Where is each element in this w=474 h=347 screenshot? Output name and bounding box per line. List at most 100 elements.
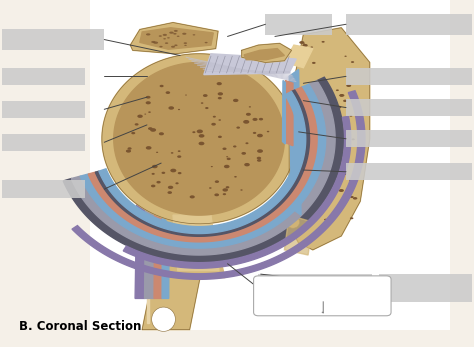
- Ellipse shape: [218, 136, 222, 138]
- Ellipse shape: [178, 109, 180, 110]
- Ellipse shape: [321, 41, 325, 43]
- Ellipse shape: [152, 165, 158, 168]
- Ellipse shape: [170, 169, 176, 172]
- Ellipse shape: [211, 123, 216, 126]
- Ellipse shape: [165, 42, 168, 44]
- Ellipse shape: [336, 117, 339, 119]
- Ellipse shape: [222, 188, 228, 192]
- Ellipse shape: [331, 184, 334, 185]
- Ellipse shape: [286, 216, 300, 228]
- Ellipse shape: [153, 42, 158, 44]
- Ellipse shape: [241, 152, 246, 155]
- Ellipse shape: [217, 82, 222, 85]
- Ellipse shape: [218, 97, 222, 99]
- Polygon shape: [63, 77, 344, 262]
- Ellipse shape: [326, 202, 328, 204]
- Ellipse shape: [257, 159, 261, 162]
- FancyBboxPatch shape: [2, 101, 85, 118]
- Ellipse shape: [246, 142, 248, 144]
- Ellipse shape: [343, 154, 348, 157]
- Ellipse shape: [152, 173, 155, 175]
- Ellipse shape: [298, 152, 303, 155]
- Ellipse shape: [350, 196, 354, 198]
- Ellipse shape: [335, 211, 340, 213]
- Ellipse shape: [342, 172, 347, 175]
- Ellipse shape: [315, 92, 318, 94]
- Ellipse shape: [199, 134, 204, 138]
- Ellipse shape: [325, 133, 330, 136]
- Ellipse shape: [184, 45, 187, 46]
- Polygon shape: [80, 84, 326, 248]
- Ellipse shape: [203, 94, 208, 97]
- Ellipse shape: [128, 147, 132, 150]
- Polygon shape: [166, 215, 225, 278]
- Ellipse shape: [159, 35, 162, 37]
- Ellipse shape: [169, 32, 173, 34]
- Ellipse shape: [222, 147, 227, 150]
- Polygon shape: [95, 90, 310, 236]
- Ellipse shape: [226, 156, 228, 157]
- Ellipse shape: [182, 33, 186, 35]
- Ellipse shape: [150, 128, 156, 132]
- Ellipse shape: [237, 127, 240, 129]
- Ellipse shape: [267, 131, 269, 132]
- Ellipse shape: [197, 129, 203, 133]
- Polygon shape: [142, 187, 218, 330]
- Ellipse shape: [205, 107, 209, 109]
- Ellipse shape: [313, 129, 317, 132]
- Ellipse shape: [199, 142, 204, 145]
- Ellipse shape: [336, 105, 341, 109]
- Ellipse shape: [175, 182, 179, 184]
- Ellipse shape: [201, 102, 203, 104]
- Ellipse shape: [339, 189, 344, 192]
- Ellipse shape: [160, 85, 164, 87]
- Polygon shape: [114, 62, 284, 215]
- Ellipse shape: [178, 150, 181, 152]
- Ellipse shape: [137, 115, 143, 118]
- Ellipse shape: [347, 192, 349, 193]
- Polygon shape: [283, 81, 285, 144]
- Ellipse shape: [163, 38, 166, 40]
- Ellipse shape: [303, 43, 305, 44]
- Polygon shape: [289, 28, 370, 250]
- Ellipse shape: [165, 91, 170, 94]
- Polygon shape: [102, 54, 296, 224]
- FancyBboxPatch shape: [346, 14, 472, 35]
- Ellipse shape: [249, 106, 251, 108]
- Polygon shape: [130, 23, 218, 54]
- Ellipse shape: [192, 34, 195, 35]
- Ellipse shape: [257, 149, 263, 153]
- Ellipse shape: [324, 219, 327, 220]
- Ellipse shape: [159, 132, 164, 135]
- Polygon shape: [145, 156, 155, 298]
- Ellipse shape: [345, 56, 346, 57]
- Polygon shape: [173, 215, 219, 271]
- Ellipse shape: [341, 142, 346, 145]
- Ellipse shape: [310, 46, 313, 48]
- Ellipse shape: [234, 176, 237, 178]
- Polygon shape: [154, 174, 163, 298]
- FancyBboxPatch shape: [254, 276, 391, 316]
- Ellipse shape: [177, 36, 180, 37]
- Ellipse shape: [351, 138, 355, 140]
- Polygon shape: [99, 92, 306, 234]
- Ellipse shape: [218, 92, 223, 95]
- Ellipse shape: [339, 94, 343, 96]
- Ellipse shape: [205, 42, 208, 43]
- Ellipse shape: [353, 197, 357, 200]
- Ellipse shape: [145, 113, 146, 115]
- Bar: [90, 0, 450, 330]
- Ellipse shape: [151, 41, 155, 43]
- Ellipse shape: [327, 151, 331, 154]
- Ellipse shape: [302, 47, 306, 49]
- Ellipse shape: [350, 217, 354, 219]
- Ellipse shape: [223, 193, 226, 195]
- Ellipse shape: [233, 145, 237, 147]
- Ellipse shape: [299, 167, 303, 169]
- Ellipse shape: [240, 189, 243, 191]
- Ellipse shape: [344, 163, 348, 165]
- Ellipse shape: [340, 132, 343, 134]
- Ellipse shape: [233, 99, 238, 102]
- FancyBboxPatch shape: [346, 99, 472, 116]
- Polygon shape: [284, 81, 293, 146]
